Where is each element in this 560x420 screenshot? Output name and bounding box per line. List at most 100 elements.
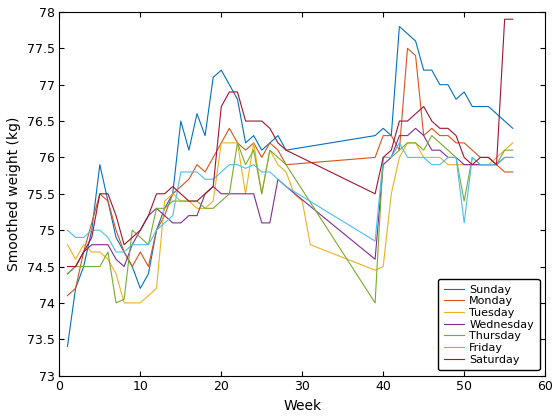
Thursday — [258, 191, 265, 196]
Tuesday — [121, 300, 128, 305]
Friday — [477, 162, 484, 167]
Thursday — [428, 133, 435, 138]
Monday — [274, 147, 281, 152]
Wednesday — [129, 242, 136, 247]
Wednesday — [485, 162, 492, 167]
Thursday — [274, 155, 281, 160]
Wednesday — [64, 271, 71, 276]
Tuesday — [250, 140, 257, 145]
Monday — [80, 249, 87, 255]
Tuesday — [299, 199, 306, 204]
Saturday — [194, 199, 200, 204]
Friday — [88, 228, 95, 233]
Tuesday — [161, 199, 168, 204]
Monday — [234, 140, 241, 145]
Sunday — [469, 104, 475, 109]
X-axis label: Week: Week — [283, 399, 321, 413]
Saturday — [161, 191, 168, 196]
Friday — [72, 235, 79, 240]
Tuesday — [88, 249, 95, 255]
Thursday — [250, 147, 257, 152]
Thursday — [493, 162, 500, 167]
Saturday — [137, 228, 144, 233]
Wednesday — [218, 191, 225, 196]
Saturday — [380, 155, 386, 160]
Wednesday — [88, 242, 95, 247]
Sunday — [161, 206, 168, 211]
Thursday — [404, 140, 411, 145]
Saturday — [210, 184, 217, 189]
Tuesday — [64, 242, 71, 247]
Saturday — [80, 249, 87, 255]
Thursday — [412, 140, 419, 145]
Sunday — [258, 147, 265, 152]
Wednesday — [161, 213, 168, 218]
Wednesday — [388, 155, 395, 160]
Friday — [461, 220, 468, 226]
Line: Monday: Monday — [67, 48, 513, 296]
Saturday — [129, 235, 136, 240]
Sunday — [428, 68, 435, 73]
Monday — [493, 162, 500, 167]
Monday — [452, 140, 459, 145]
Wednesday — [258, 220, 265, 226]
Wednesday — [372, 257, 379, 262]
Sunday — [80, 264, 87, 269]
Monday — [250, 140, 257, 145]
Friday — [129, 242, 136, 247]
Thursday — [461, 199, 468, 204]
Thursday — [145, 242, 152, 247]
Friday — [428, 162, 435, 167]
Saturday — [452, 133, 459, 138]
Wednesday — [153, 206, 160, 211]
Thursday — [388, 155, 395, 160]
Tuesday — [169, 191, 176, 196]
Tuesday — [145, 293, 152, 298]
Monday — [510, 169, 516, 174]
Friday — [64, 228, 71, 233]
Monday — [121, 249, 128, 255]
Monday — [404, 46, 411, 51]
Saturday — [388, 147, 395, 152]
Saturday — [242, 118, 249, 123]
Monday — [421, 133, 427, 138]
Tuesday — [258, 191, 265, 196]
Sunday — [113, 235, 119, 240]
Sunday — [194, 111, 200, 116]
Saturday — [396, 118, 403, 123]
Tuesday — [72, 257, 79, 262]
Tuesday — [307, 242, 314, 247]
Line: Thursday: Thursday — [67, 136, 513, 303]
Thursday — [380, 155, 386, 160]
Monday — [88, 220, 95, 226]
Wednesday — [380, 162, 386, 167]
Wednesday — [267, 220, 273, 226]
Monday — [396, 147, 403, 152]
Sunday — [218, 68, 225, 73]
Sunday — [283, 147, 290, 152]
Wednesday — [242, 191, 249, 196]
Friday — [267, 169, 273, 174]
Monday — [485, 155, 492, 160]
Wednesday — [234, 191, 241, 196]
Wednesday — [80, 249, 87, 255]
Monday — [477, 155, 484, 160]
Friday — [121, 249, 128, 255]
Monday — [169, 191, 176, 196]
Friday — [113, 249, 119, 255]
Thursday — [80, 264, 87, 269]
Friday — [145, 242, 152, 247]
Saturday — [113, 213, 119, 218]
Saturday — [267, 126, 273, 131]
Sunday — [153, 228, 160, 233]
Tuesday — [226, 140, 233, 145]
Saturday — [258, 118, 265, 123]
Monday — [445, 133, 451, 138]
Monday — [242, 147, 249, 152]
Tuesday — [234, 140, 241, 145]
Thursday — [452, 155, 459, 160]
Sunday — [72, 286, 79, 291]
Saturday — [178, 191, 184, 196]
Sunday — [129, 264, 136, 269]
Sunday — [226, 82, 233, 87]
